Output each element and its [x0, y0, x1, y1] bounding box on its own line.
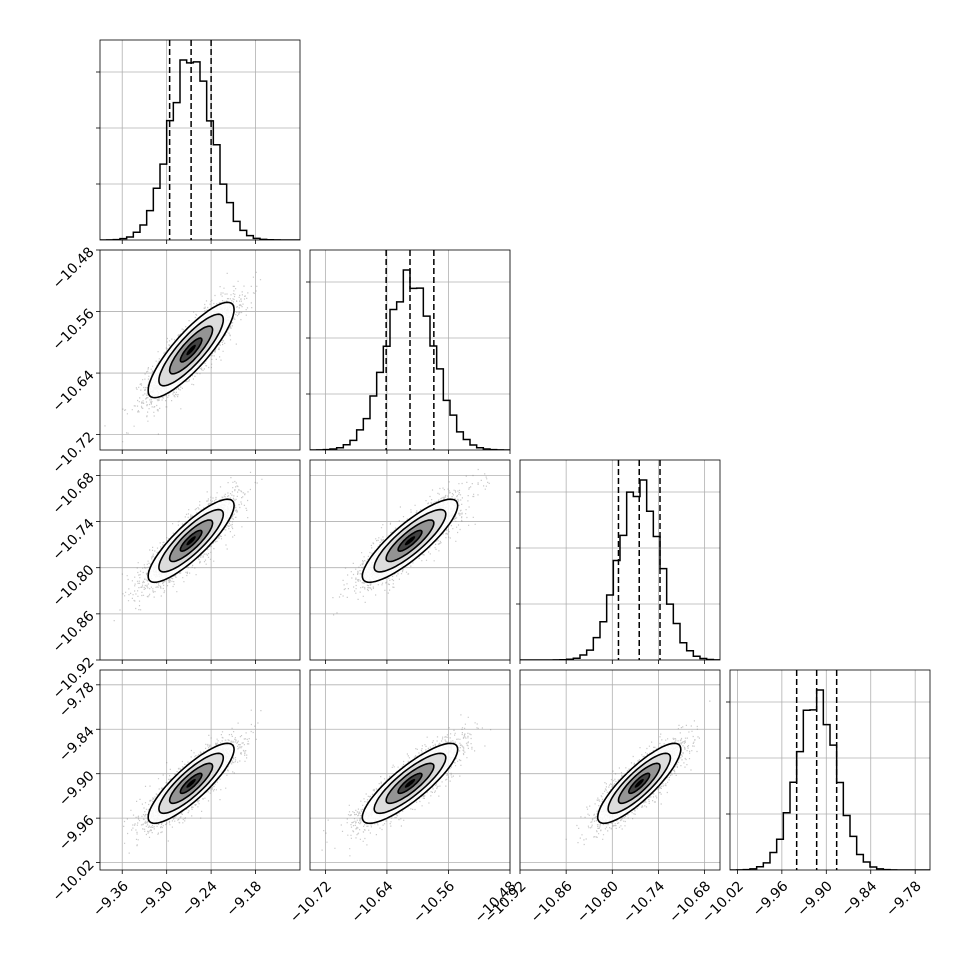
x-tick-label: −9.96	[750, 878, 792, 920]
y-tick-label: −10.64	[50, 367, 98, 415]
x-tick-label: −9.78	[883, 878, 925, 920]
x-tick-label: −10.56	[410, 878, 458, 926]
panel-0-0	[96, 39, 301, 244]
panel-frame	[729, 669, 931, 871]
y-tick-label: −9.84	[56, 724, 98, 766]
x-tick-label: −10.64	[349, 878, 397, 926]
y-tick-label: −10.48	[50, 244, 98, 292]
panel-1-0: −10.72 −10.64 −10.56 −10.48	[50, 244, 301, 477]
histogram	[730, 689, 930, 870]
contour-line	[397, 772, 423, 795]
x-tick-label: −9.30	[135, 878, 177, 920]
panel-frame	[309, 249, 511, 451]
panel-3-2: −10.92−10.86−10.80−10.74−10.68	[482, 669, 721, 926]
x-tick-label: −10.74	[620, 878, 668, 926]
density-peak	[186, 344, 196, 356]
x-tick-label: −9.90	[794, 878, 836, 920]
density	[113, 471, 263, 622]
contour-line	[179, 337, 203, 363]
density	[123, 709, 262, 854]
y-tick-label: −10.68	[50, 470, 98, 518]
density-peak	[186, 536, 196, 546]
y-tick-label: −10.56	[50, 306, 98, 354]
contour-line	[158, 752, 225, 815]
panel-frame	[519, 459, 721, 661]
panel-frame	[309, 459, 511, 661]
contour-line	[179, 772, 203, 795]
panel-frame	[99, 249, 301, 451]
x-tick-label: −9.36	[90, 878, 132, 920]
panel-3-0: −9.36 −9.30 −9.24 −9.18 −10.02−9.96−9.90−9.8…	[50, 669, 301, 920]
panel-1-1	[306, 249, 511, 454]
y-tick-label: −10.80	[50, 562, 98, 610]
contour-line	[373, 752, 447, 815]
contour-line	[147, 742, 235, 825]
contour-line	[179, 529, 203, 553]
contour-line	[158, 508, 225, 573]
contour-line	[168, 762, 214, 805]
x-tick-label: −9.84	[839, 878, 881, 920]
contour-line	[361, 498, 459, 584]
panel-frame	[519, 669, 721, 871]
contour-line	[397, 529, 423, 553]
density-peak	[404, 536, 416, 546]
density	[104, 271, 262, 443]
histogram	[100, 59, 300, 240]
density	[332, 468, 490, 616]
contour-line	[147, 498, 235, 584]
contour-line	[596, 742, 682, 825]
contour-line	[147, 301, 235, 399]
histogram	[520, 479, 720, 660]
y-tick-label: −10.74	[50, 516, 98, 564]
density-peak	[634, 778, 644, 788]
contour-line	[168, 519, 214, 563]
panel-3-1: −10.72 −10.64 −10.56 −10.48	[287, 669, 520, 926]
contour-line	[361, 742, 459, 825]
density-peak	[404, 778, 416, 788]
panel-frame	[309, 669, 511, 871]
contour-line	[617, 762, 661, 805]
panel-2-1	[309, 459, 511, 664]
x-tick-label: −10.72	[287, 878, 335, 926]
contour-line	[158, 313, 225, 387]
x-tick-label: −9.18	[224, 878, 266, 920]
x-tick-label: −9.24	[179, 878, 221, 920]
contour-line	[373, 508, 447, 573]
density-peak	[186, 778, 196, 788]
density	[565, 700, 711, 846]
contour-line	[627, 772, 651, 795]
panel-frame	[99, 459, 301, 661]
panel-frame	[99, 39, 301, 241]
y-tick-label: −10.86	[50, 608, 98, 656]
contour-line	[607, 752, 672, 815]
panel-2-0: −10.92−10.86−10.80−10.74−10.68	[50, 459, 301, 702]
panel-frame	[99, 669, 301, 871]
contour-line	[385, 519, 435, 563]
density	[321, 714, 492, 857]
x-tick-label: −10.80	[574, 878, 622, 926]
panel-3-3: −10.02 −9.96 −9.90 −9.84 −9.78	[699, 669, 931, 926]
contour-line	[168, 325, 214, 375]
y-tick-label: −10.72	[50, 429, 98, 477]
y-tick-label: −9.90	[56, 768, 98, 810]
contour-line	[385, 762, 435, 805]
x-tick-label: −10.86	[528, 878, 576, 926]
y-tick-label: −10.02	[50, 857, 98, 905]
y-tick-label: −9.96	[56, 812, 98, 854]
panel-2-2	[516, 459, 721, 664]
